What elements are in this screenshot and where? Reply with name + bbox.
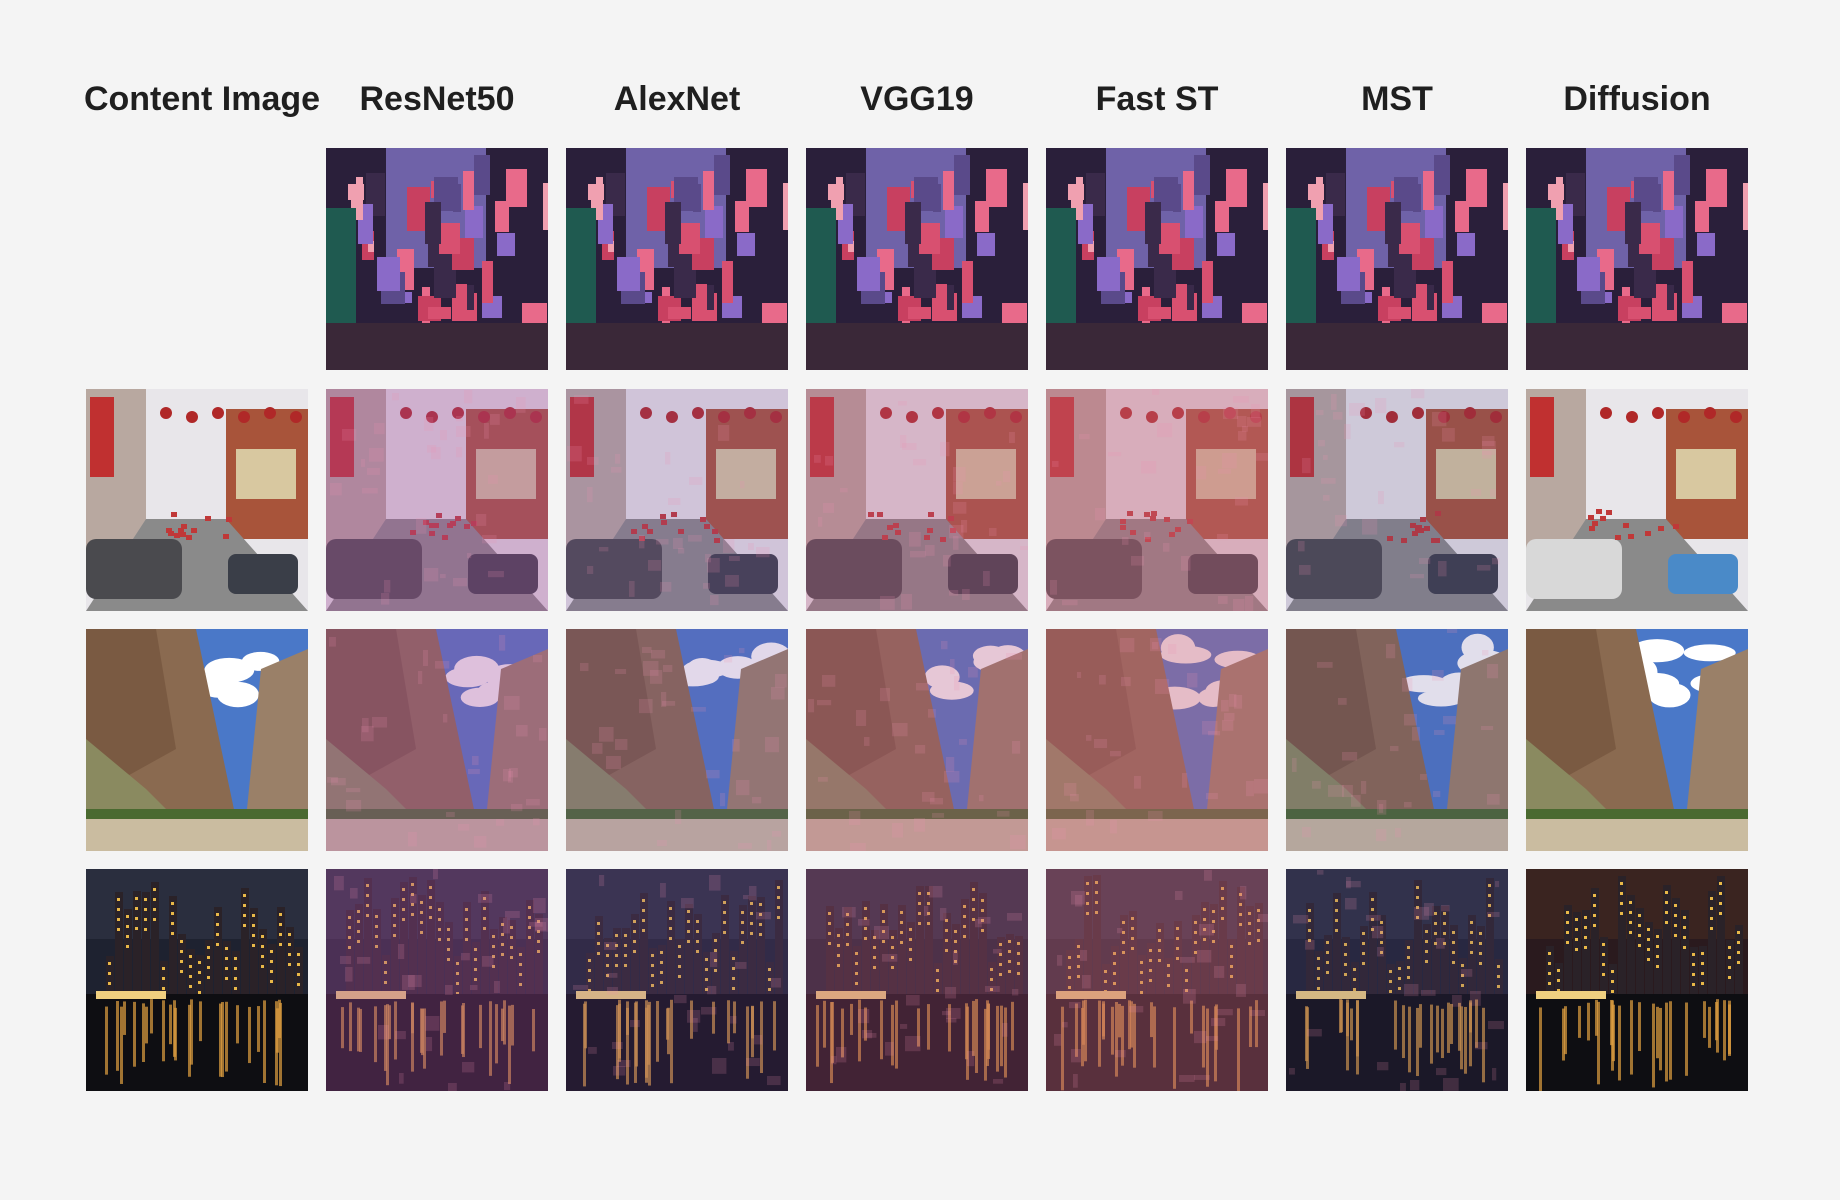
- header-resnet50: ResNet50: [359, 80, 515, 118]
- image-canyon-vgg19: [806, 629, 1028, 851]
- header-diffusion: Diffusion: [1563, 80, 1711, 118]
- image-skyline-resnet50: [326, 869, 548, 1091]
- header-mst: MST: [1361, 80, 1433, 118]
- image-skyline-fastst: [1046, 869, 1268, 1091]
- image-skyline-alexnet: [566, 869, 788, 1091]
- header-vgg19: VGG19: [860, 80, 974, 118]
- image-canyon-resnet50: [326, 629, 548, 851]
- image-chinatown-resnet50: [326, 389, 548, 611]
- image-style-diffusion: [1526, 148, 1748, 370]
- image-style-vgg19: [806, 148, 1028, 370]
- image-style-mst: [1286, 148, 1508, 370]
- image-style-fastst: [1046, 148, 1268, 370]
- image-chinatown-content: [86, 389, 308, 611]
- image-chinatown-vgg19: [806, 389, 1028, 611]
- image-skyline-mst: [1286, 869, 1508, 1091]
- image-chinatown-mst: [1286, 389, 1508, 611]
- image-skyline-content: [86, 869, 308, 1091]
- image-style-alexnet: [566, 148, 788, 370]
- image-skyline-vgg19: [806, 869, 1028, 1091]
- image-canyon-fastst: [1046, 629, 1268, 851]
- image-chinatown-alexnet: [566, 389, 788, 611]
- image-chinatown-fastst: [1046, 389, 1268, 611]
- image-style-resnet50: [326, 148, 548, 370]
- header-content-image: Content Image: [83, 80, 321, 118]
- header-alexnet: AlexNet: [613, 80, 741, 118]
- image-canyon-content: [86, 629, 308, 851]
- image-canyon-alexnet: [566, 629, 788, 851]
- header-fast-st: Fast ST: [1095, 80, 1219, 118]
- image-canyon-diffusion: [1526, 629, 1748, 851]
- image-skyline-diffusion: [1526, 869, 1748, 1091]
- image-canyon-mst: [1286, 629, 1508, 851]
- image-chinatown-diffusion: [1526, 389, 1748, 611]
